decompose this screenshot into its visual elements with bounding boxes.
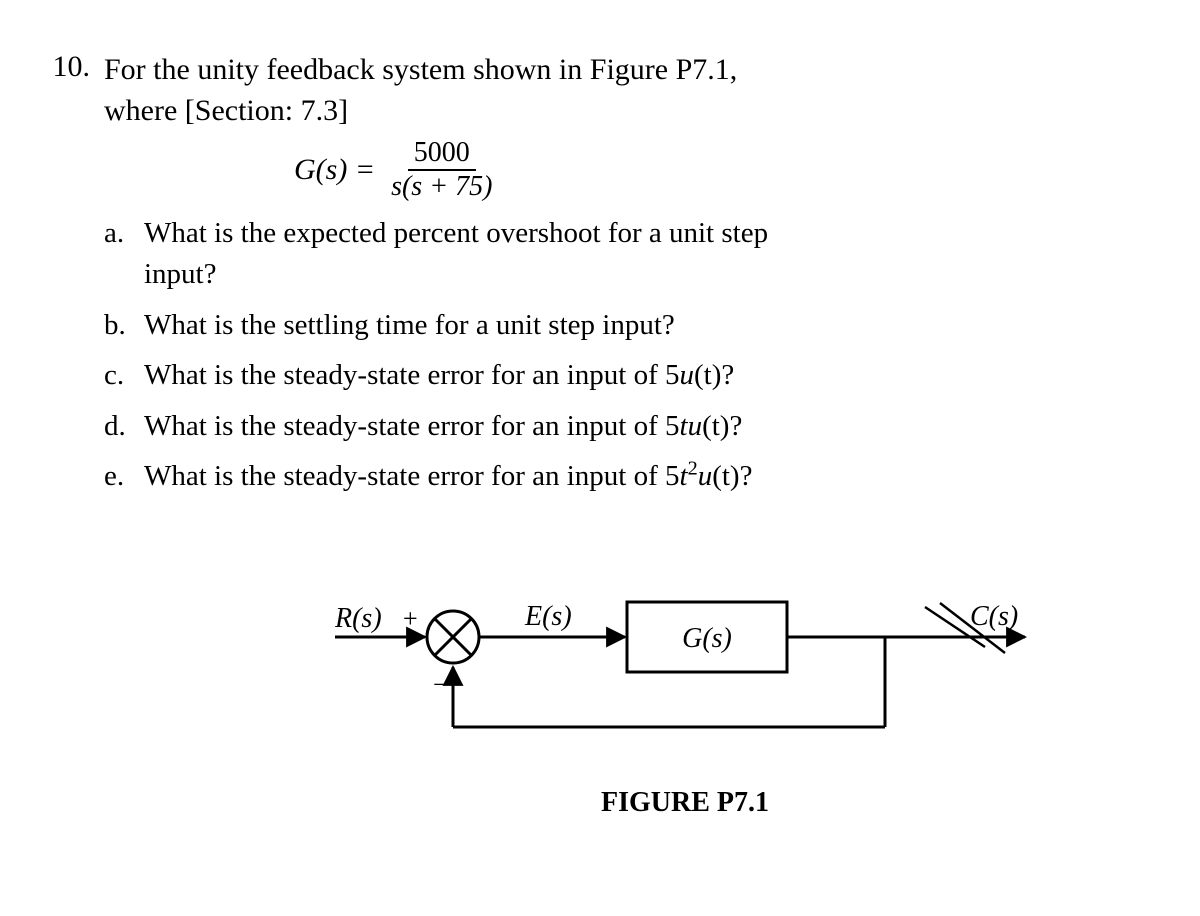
problem-number: 10.: [30, 50, 104, 84]
equation-numerator: 5000: [408, 137, 476, 171]
label-c: C(s): [970, 601, 1018, 632]
item-e-text: What is the steady-state error for an in…: [144, 456, 752, 497]
label-plus: +: [403, 604, 418, 633]
item-d-text: What is the steady-state error for an in…: [144, 406, 742, 447]
item-a-text: What is the expected percent overshoot f…: [144, 213, 844, 294]
item-d: d. What is the steady-state error for an…: [104, 406, 844, 447]
item-a-label: a.: [104, 213, 144, 254]
label-g: G(s): [682, 623, 732, 654]
item-b: b. What is the settling time for a unit …: [104, 305, 844, 346]
label-r: R(s): [334, 603, 382, 634]
page: 10. For the unity feedback system shown …: [0, 0, 1200, 916]
item-c-label: c.: [104, 355, 144, 396]
block-diagram: R(s) + − E(s) G(s) C(s): [325, 567, 1045, 767]
problem-body: For the unity feedback system shown in F…: [104, 50, 844, 507]
equation-denominator: s(s + 75): [385, 171, 498, 203]
equation-lhs: G(s) =: [294, 150, 375, 191]
item-b-label: b.: [104, 305, 144, 346]
label-e: E(s): [524, 601, 572, 632]
figure-area: R(s) + − E(s) G(s) C(s): [30, 567, 1160, 819]
item-d-label: d.: [104, 406, 144, 447]
intro-line-1: For the unity feedback system shown in F…: [104, 50, 844, 91]
sub-items: a. What is the expected percent overshoo…: [104, 213, 844, 497]
equation-fraction: 5000 s(s + 75): [385, 137, 498, 203]
item-e: e. What is the steady-state error for an…: [104, 456, 844, 497]
equation: G(s) = 5000 s(s + 75): [104, 137, 844, 203]
figure-caption: FIGURE P7.1: [601, 787, 769, 819]
item-a: a. What is the expected percent overshoo…: [104, 213, 844, 294]
intro-line-2: where [Section: 7.3]: [104, 91, 844, 132]
problem-block: 10. For the unity feedback system shown …: [30, 50, 1160, 507]
item-e-label: e.: [104, 456, 144, 497]
item-b-text: What is the settling time for a unit ste…: [144, 305, 675, 346]
item-c-text: What is the steady-state error for an in…: [144, 355, 734, 396]
item-c: c. What is the steady-state error for an…: [104, 355, 844, 396]
label-minus: −: [433, 670, 448, 699]
